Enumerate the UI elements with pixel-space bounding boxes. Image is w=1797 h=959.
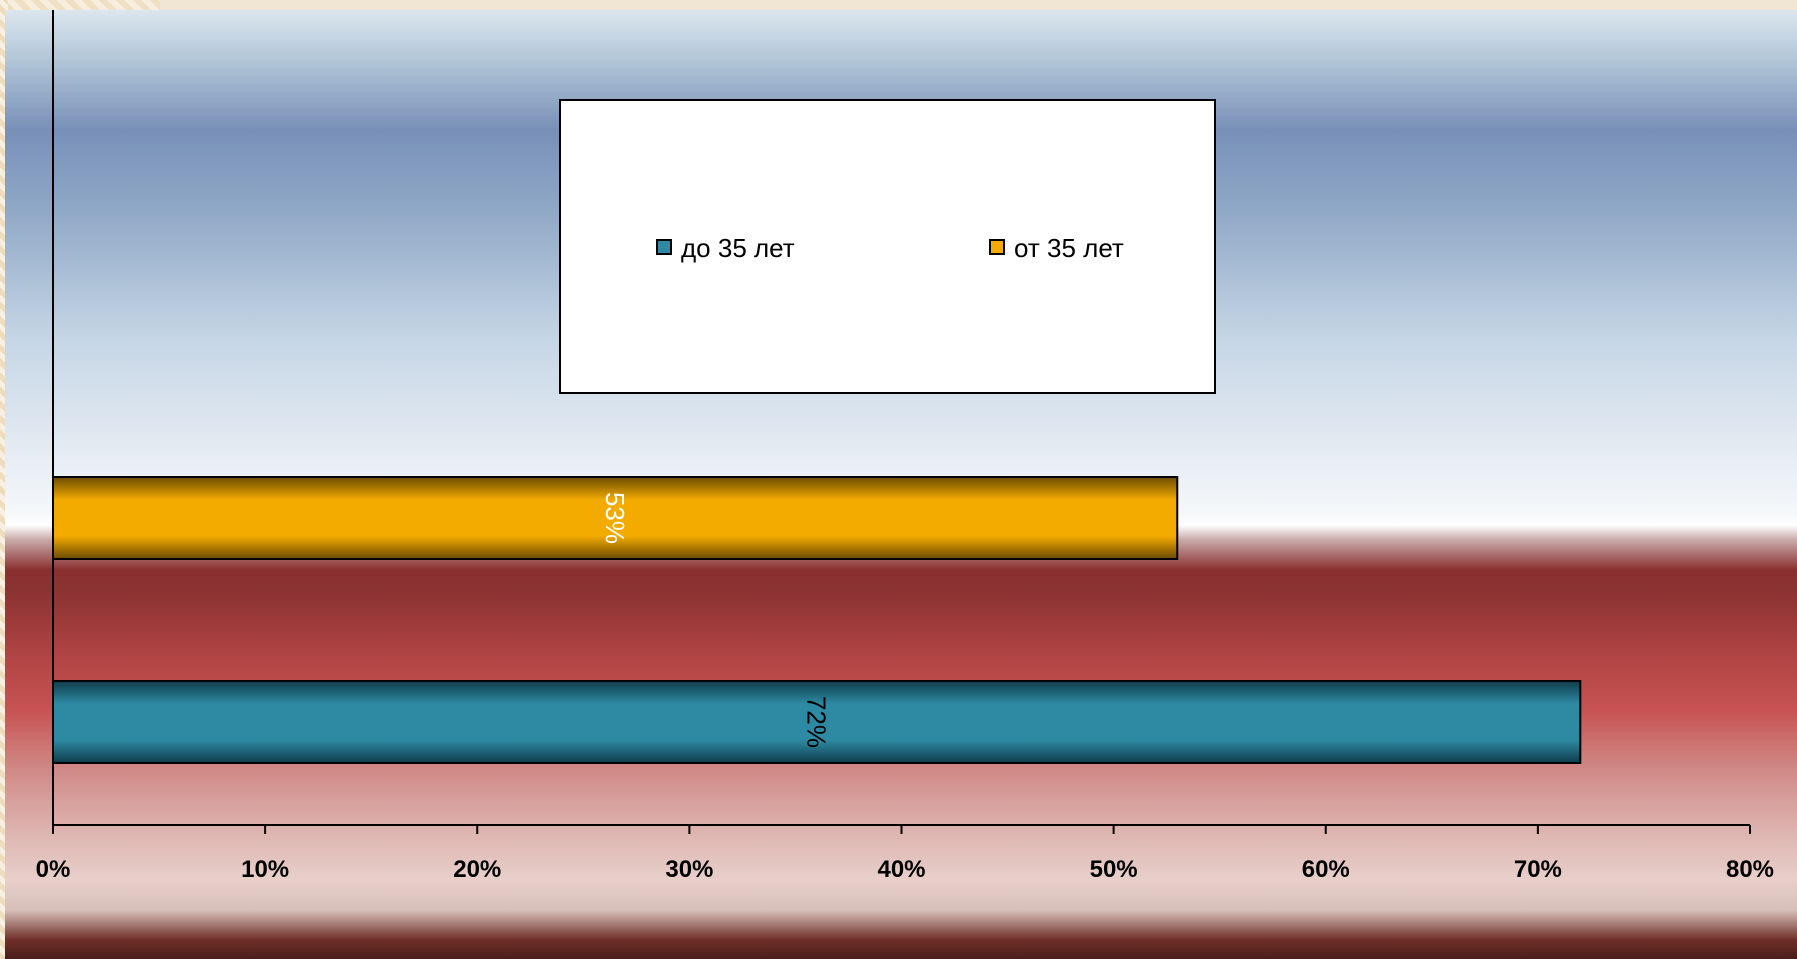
x-tick-label: 40% <box>877 856 925 883</box>
bar-data-label: 72% <box>802 696 832 748</box>
legend: до 35 лет от 35 лет <box>559 99 1216 394</box>
left-border-decoration <box>0 0 8 959</box>
x-tick-label: 60% <box>1302 856 1350 883</box>
bar <box>52 476 1179 560</box>
bar <box>52 680 1582 764</box>
legend-label: до 35 лет <box>681 233 795 263</box>
x-tick-label: 10% <box>241 856 289 883</box>
legend-label: от 35 лет <box>1014 233 1124 263</box>
x-tick-label: 80% <box>1726 856 1774 883</box>
bar-data-label: 53% <box>600 492 630 544</box>
x-tick-label: 70% <box>1514 856 1562 883</box>
legend-swatch <box>656 239 672 255</box>
x-tick-label: 0% <box>36 856 71 883</box>
x-tick-label: 20% <box>453 856 501 883</box>
x-tick-label: 50% <box>1090 856 1138 883</box>
legend-swatch <box>989 239 1005 255</box>
x-tick-label: 30% <box>665 856 713 883</box>
